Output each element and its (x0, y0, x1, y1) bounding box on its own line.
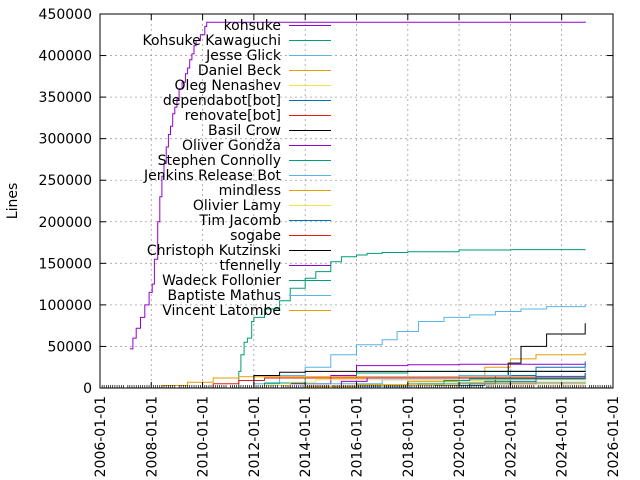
legend-label: tfennelly (220, 258, 281, 274)
y-tick-label: 400000 (39, 49, 92, 65)
y-tick-label: 350000 (39, 90, 92, 106)
legend-label: Jenkins Release Bot (143, 168, 282, 184)
legend-label: Basil Crow (208, 123, 281, 139)
legend-label: Daniel Beck (198, 63, 282, 79)
x-tick-label: 2022-01-01 (503, 396, 519, 477)
gridlines (100, 14, 613, 388)
y-tick-label: 50000 (47, 339, 92, 355)
x-tick-label: 2018-01-01 (401, 396, 417, 477)
legend-label: dependabot[bot] (163, 93, 281, 109)
x-tick-label: 2024-01-01 (555, 396, 571, 477)
x-tick-label: 2020-01-01 (452, 396, 468, 477)
x-tick-label: 2012-01-01 (247, 396, 263, 477)
x-axis: 2006-01-01 2008-01-01 2010-01-01 2012-01-01… (93, 396, 622, 477)
x-tick-label: 2008-01-01 (144, 396, 160, 477)
legend-label: Christoph Kutzinski (147, 243, 281, 259)
legend-label: Wadeck Follonier (162, 273, 281, 289)
series-line-0 (129, 21, 586, 350)
legend-label: kohsuke (224, 18, 281, 34)
y-tick-label: 150000 (39, 256, 92, 272)
y-tick-label: 200000 (39, 215, 92, 231)
y-tick-label: 100000 (39, 298, 92, 314)
x-tick-label: 2016-01-01 (349, 396, 365, 477)
x-tick-label: 2010-01-01 (196, 396, 212, 477)
x-tick-label: 2014-01-01 (298, 396, 314, 477)
legend-label: mindless (219, 183, 281, 199)
series-line-2 (228, 304, 586, 389)
legend-label: renovate[bot] (185, 108, 281, 124)
legend-label: Kohsuke Kawaguchi (142, 33, 281, 49)
y-tick-label: 250000 (39, 173, 92, 189)
legend-label: Oleg Nenashev (175, 78, 281, 94)
series-line-13 (382, 373, 586, 389)
legend-label: Stephen Connolly (158, 153, 281, 169)
x-tick-label: 2006-01-01 (93, 396, 109, 477)
legend-label: Olivier Lamy (193, 198, 281, 214)
y-tick-label: 0 (83, 381, 92, 397)
axis-ticks (99, 13, 614, 389)
legend-label: Vincent Latombe (162, 303, 281, 319)
x-tick-label: 2026-01-01 (606, 396, 622, 477)
y-axis-label: Lines (5, 183, 21, 219)
series-line-1 (232, 249, 586, 389)
y-tick-label: 450000 (39, 7, 92, 23)
y-axis: 0 50000 100000 150000 200000 250000 300000 3500… (39, 7, 92, 397)
legend-label: Baptiste Mathus (168, 288, 281, 304)
y-tick-label: 300000 (39, 132, 92, 148)
legend-label: sogabe (230, 228, 281, 244)
legend-label: Jesse Glick (205, 48, 282, 64)
legend-label: Tim Jacomb (198, 213, 281, 229)
legend-label: Oliver Gondža (182, 138, 281, 154)
